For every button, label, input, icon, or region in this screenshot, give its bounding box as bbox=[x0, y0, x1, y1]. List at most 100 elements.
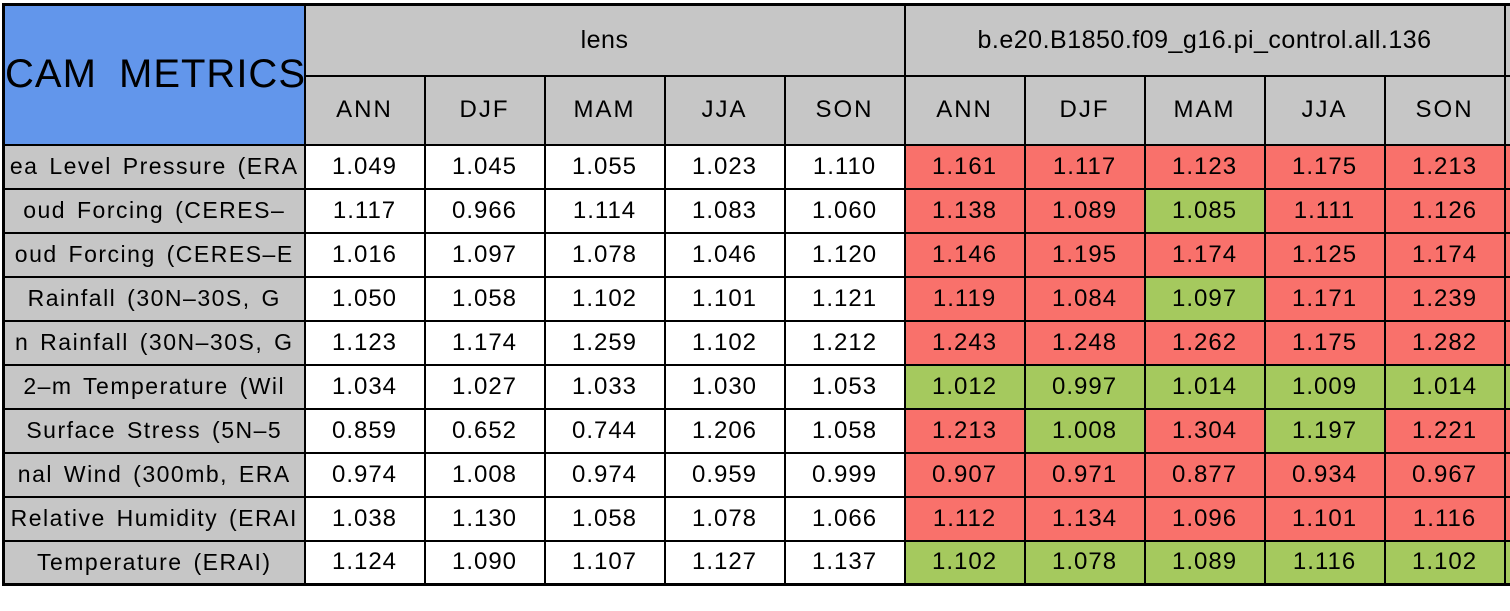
clipped-next-column-header-top bbox=[1503, 3, 1510, 77]
metric-row: nal Wind (300mb, ERA 0.974 1.008 0.974 0.959… bbox=[2, 451, 1510, 498]
lens-value-cell: 0.966 bbox=[423, 187, 546, 234]
table-title: CAM METRICS bbox=[5, 52, 305, 97]
control-value-cell-red: 1.175 bbox=[1263, 319, 1386, 366]
metric-label: nal Wind (300mb, ERA bbox=[2, 451, 306, 498]
lens-value-cell: 0.744 bbox=[543, 407, 666, 454]
lens-value-cell: 1.034 bbox=[303, 363, 426, 410]
control-value-cell-green: 1.116 bbox=[1263, 539, 1386, 586]
lens-value-cell: 1.120 bbox=[783, 231, 906, 278]
clipped-next-column-cell bbox=[1503, 319, 1510, 366]
lens-value-cell: 1.030 bbox=[663, 363, 786, 410]
control-value-cell-red: 1.089 bbox=[1023, 187, 1146, 234]
control-value-cell-red: 1.126 bbox=[1383, 187, 1506, 234]
lens-value-cell: 1.130 bbox=[423, 495, 546, 542]
clipped-next-column-cell bbox=[1503, 495, 1510, 542]
control-value-cell-green: 1.197 bbox=[1263, 407, 1386, 454]
metric-label: Surface Stress (5N–5 bbox=[2, 407, 306, 454]
lens-value-cell: 0.974 bbox=[303, 451, 426, 498]
lens-value-cell: 1.008 bbox=[423, 451, 546, 498]
control-value-cell-green: 1.078 bbox=[1023, 539, 1146, 586]
control-value-cell-red: 1.243 bbox=[903, 319, 1026, 366]
metric-label: oud Forcing (CERES– bbox=[2, 187, 306, 234]
lens-value-cell: 1.038 bbox=[303, 495, 426, 542]
lens-value-cell: 1.058 bbox=[783, 407, 906, 454]
control-value-cell-green: 1.014 bbox=[1143, 363, 1266, 410]
lens-value-cell: 1.212 bbox=[783, 319, 906, 366]
control-value-cell-green: 1.008 bbox=[1023, 407, 1146, 454]
lens-value-cell: 1.107 bbox=[543, 539, 666, 586]
control-value-cell-green: 1.085 bbox=[1143, 187, 1266, 234]
metric-label: n Rainfall (30N–30S, G bbox=[2, 319, 306, 366]
lens-value-cell: 1.117 bbox=[303, 187, 426, 234]
clipped-next-column-cell bbox=[1503, 407, 1510, 454]
metric-row: Relative Humidity (ERAI 1.038 1.130 1.058 1.… bbox=[2, 495, 1510, 542]
metric-label: oud Forcing (CERES–E bbox=[2, 231, 306, 278]
lens-value-cell: 1.097 bbox=[423, 231, 546, 278]
control-value-cell-red: 0.971 bbox=[1023, 451, 1146, 498]
control-value-cell-red: 1.084 bbox=[1023, 275, 1146, 322]
control-value-cell-green: 1.014 bbox=[1383, 363, 1506, 410]
lens-value-cell: 1.055 bbox=[543, 143, 666, 190]
control-value-cell-red: 1.175 bbox=[1263, 143, 1386, 190]
control-value-cell-red: 1.112 bbox=[903, 495, 1026, 542]
group-header-lens-label: lens bbox=[580, 25, 629, 54]
metric-row: oud Forcing (CERES– 1.117 0.966 1.114 1.083 1… bbox=[2, 187, 1510, 234]
control-value-cell-red: 0.934 bbox=[1263, 451, 1386, 498]
control-value-cell-red: 1.138 bbox=[903, 187, 1026, 234]
clipped-next-column-cell bbox=[1503, 231, 1510, 278]
lens-value-cell: 1.046 bbox=[663, 231, 786, 278]
clipped-next-column-cell bbox=[1503, 143, 1510, 190]
lens-value-cell: 1.033 bbox=[543, 363, 666, 410]
metric-row: Temperature (ERAI) 1.124 1.090 1.107 1.127 1.… bbox=[2, 539, 1510, 586]
control-value-cell-red: 1.123 bbox=[1143, 143, 1266, 190]
control-value-cell-red: 1.096 bbox=[1143, 495, 1266, 542]
control-value-cell-red: 1.174 bbox=[1383, 231, 1506, 278]
control-value-cell-red: 1.213 bbox=[903, 407, 1026, 454]
group-header-control-run: b.e20.B1850.f09_g16.pi_control.all.136 bbox=[903, 3, 1506, 77]
control-value-cell-red: 0.907 bbox=[903, 451, 1026, 498]
control-value-cell-red: 1.239 bbox=[1383, 275, 1506, 322]
control-value-cell-red: 1.161 bbox=[903, 143, 1026, 190]
lens-value-cell: 1.050 bbox=[303, 275, 426, 322]
lens-value-cell: 1.206 bbox=[663, 407, 786, 454]
lens-value-cell: 1.110 bbox=[783, 143, 906, 190]
control-value-cell-red: 1.213 bbox=[1383, 143, 1506, 190]
lens-value-cell: 1.066 bbox=[783, 495, 906, 542]
control-value-cell-red: 1.117 bbox=[1023, 143, 1146, 190]
control-value-cell-green: 1.097 bbox=[1143, 275, 1266, 322]
control-value-cell-green: 0.997 bbox=[1023, 363, 1146, 410]
metrics-rows: ea Level Pressure (ERA 1.049 1.045 1.055 1.0… bbox=[2, 143, 1510, 586]
season-header-ann-lens: ANN bbox=[303, 74, 426, 146]
group-header-control-run-label: b.e20.B1850.f09_g16.pi_control.all.136 bbox=[977, 25, 1432, 54]
metric-label: Rainfall (30N–30S, G bbox=[2, 275, 306, 322]
season-header-mam-control: MAM bbox=[1143, 74, 1266, 146]
metric-label: ea Level Pressure (ERA bbox=[2, 143, 306, 190]
lens-value-cell: 1.060 bbox=[783, 187, 906, 234]
control-value-cell-red: 1.282 bbox=[1383, 319, 1506, 366]
clipped-next-column-cell bbox=[1503, 275, 1510, 322]
lens-value-cell: 1.121 bbox=[783, 275, 906, 322]
control-value-cell-green: 1.102 bbox=[903, 539, 1026, 586]
lens-value-cell: 1.027 bbox=[423, 363, 546, 410]
control-value-cell-green: 1.102 bbox=[1383, 539, 1506, 586]
control-value-cell-red: 0.877 bbox=[1143, 451, 1266, 498]
metric-row: n Rainfall (30N–30S, G 1.123 1.174 1.259 1.1… bbox=[2, 319, 1510, 366]
lens-value-cell: 1.114 bbox=[543, 187, 666, 234]
clipped-next-column-cell bbox=[1503, 187, 1510, 234]
lens-value-cell: 1.045 bbox=[423, 143, 546, 190]
control-value-cell-red: 0.967 bbox=[1383, 451, 1506, 498]
clipped-next-column-header-bottom bbox=[1503, 74, 1510, 146]
control-value-cell-green: 1.009 bbox=[1263, 363, 1386, 410]
season-header-jja-control: JJA bbox=[1263, 74, 1386, 146]
control-value-cell-red: 1.134 bbox=[1023, 495, 1146, 542]
lens-value-cell: 1.058 bbox=[543, 495, 666, 542]
lens-value-cell: 0.999 bbox=[783, 451, 906, 498]
season-header-son-lens: SON bbox=[783, 74, 906, 146]
season-header-ann-control: ANN bbox=[903, 74, 1026, 146]
lens-value-cell: 1.259 bbox=[543, 319, 666, 366]
season-header-son-control: SON bbox=[1383, 74, 1506, 146]
lens-value-cell: 0.859 bbox=[303, 407, 426, 454]
metric-row: Rainfall (30N–30S, G 1.050 1.058 1.102 1.101… bbox=[2, 275, 1510, 322]
control-value-cell-red: 1.111 bbox=[1263, 187, 1386, 234]
control-value-cell-red: 1.304 bbox=[1143, 407, 1266, 454]
